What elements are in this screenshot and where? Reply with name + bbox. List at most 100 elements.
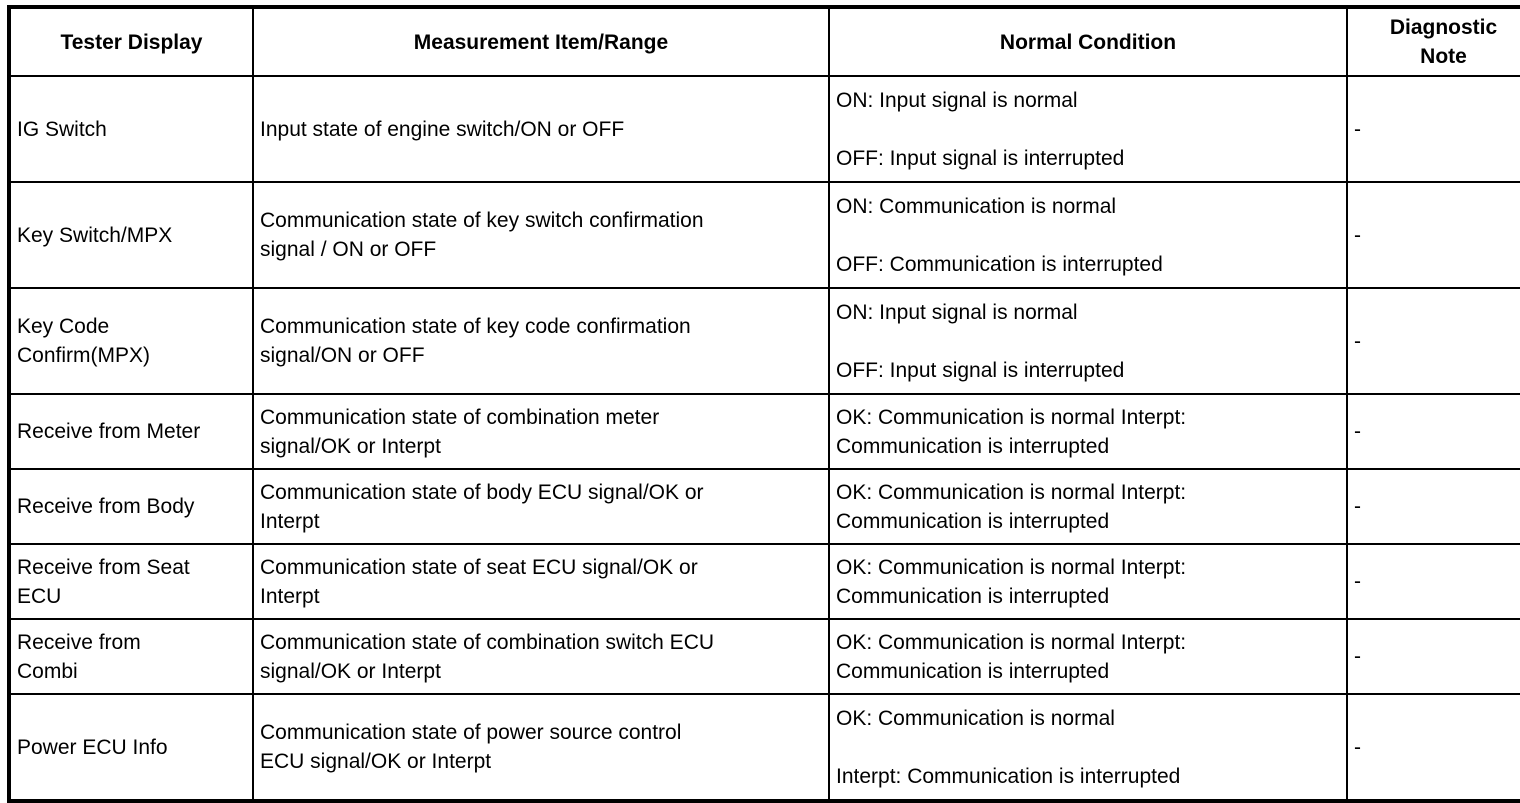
text-line bbox=[836, 733, 1340, 762]
text-line: - bbox=[1354, 420, 1361, 443]
text-line: Communication state of combination meter bbox=[260, 405, 660, 429]
text-line bbox=[836, 221, 1340, 250]
cell-normal-condition: OK: Communication is normal Interpt: Comm… bbox=[828, 393, 1348, 470]
text-line: OK: Communication is normal Interpt: bbox=[836, 630, 1187, 654]
text-line: Receive from bbox=[17, 630, 141, 654]
text-line: Receive from Seat bbox=[17, 555, 190, 579]
table-row: Receive from Combi Communication state of … bbox=[8, 618, 1520, 695]
text-line: Key Code bbox=[17, 315, 110, 338]
text-line: Combi bbox=[17, 659, 78, 683]
text-line: OFF: Input signal is interrupted bbox=[836, 146, 1125, 170]
text-line: IG Switch bbox=[17, 117, 107, 141]
text-line: Receive from Body bbox=[17, 495, 195, 518]
table-row: Power ECU Info Communication state of pow… bbox=[8, 693, 1520, 802]
cell-tester-display: Receive from Body bbox=[8, 468, 254, 545]
table-row: Key Code Confirm(MPX) Communication state … bbox=[8, 287, 1520, 395]
text-line: Communication state of seat ECU signal/O… bbox=[260, 555, 698, 579]
text-line bbox=[836, 327, 1340, 356]
text-line: Key Switch/MPX bbox=[17, 223, 173, 247]
table-header: Tester Display Measurement Item/Range No… bbox=[8, 6, 1520, 77]
cell-tester-display: Key Code Confirm(MPX) bbox=[8, 287, 254, 395]
column-header-label: Tester Display bbox=[60, 30, 203, 54]
column-header-label: Diagnostic Note bbox=[1389, 16, 1498, 68]
text-line: ECU signal/OK or Interpt bbox=[260, 750, 492, 773]
column-header-label: Normal Condition bbox=[999, 30, 1177, 54]
text-line: - bbox=[1354, 117, 1361, 141]
diagnostic-data-table: Tester Display Measurement Item/Range No… bbox=[7, 5, 1520, 803]
cell-measurement-item-range: Communication state of seat ECU signal/O… bbox=[252, 543, 830, 620]
text-line: Communication state of power source cont… bbox=[260, 721, 682, 744]
cell-diagnostic-note: - bbox=[1346, 468, 1520, 545]
text-line: Communication state of combination switc… bbox=[260, 630, 715, 654]
text-line: Interpt bbox=[260, 509, 320, 533]
cell-normal-condition: OK: Communication is normal Interpt: Com… bbox=[828, 693, 1348, 802]
text-line: ON: Communication is normal bbox=[836, 194, 1117, 218]
cell-tester-display: Receive from Seat ECU bbox=[8, 543, 254, 620]
page: Tester Display Measurement Item/Range No… bbox=[7, 5, 1520, 803]
table-row: Receive from Body Communication state of … bbox=[8, 468, 1520, 545]
table-row: Receive from Seat ECU Communication state … bbox=[8, 543, 1520, 620]
text-line: Communication is interrupted bbox=[836, 584, 1110, 608]
cell-normal-condition: ON: Input signal is normal OFF: Input si… bbox=[828, 75, 1348, 183]
text-line: signal/OK or Interpt bbox=[260, 434, 441, 458]
cell-tester-display: Receive from Combi bbox=[8, 618, 254, 695]
text-line: signal/ON or OFF bbox=[260, 344, 425, 367]
cell-measurement-item-range: Communication state of body ECU signal/O… bbox=[252, 468, 830, 545]
cell-measurement-item-range: Communication state of combination meter… bbox=[252, 393, 830, 470]
text-line: - bbox=[1354, 329, 1361, 353]
text-line: OK: Communication is normal bbox=[836, 706, 1115, 730]
text-line: - bbox=[1354, 495, 1361, 518]
text-line: OK: Communication is normal Interpt: bbox=[836, 405, 1187, 429]
text-line: - bbox=[1354, 223, 1361, 247]
column-header-diagnostic-note: Diagnostic Note bbox=[1346, 6, 1520, 77]
cell-measurement-item-range: Communication state of key switch confir… bbox=[252, 181, 830, 289]
text-line: ON: Input signal is normal bbox=[836, 88, 1078, 112]
text-line: Communication is interrupted bbox=[836, 659, 1110, 683]
text-line: Communication is interrupted bbox=[836, 509, 1110, 533]
column-header-normal-condition: Normal Condition bbox=[828, 6, 1348, 77]
cell-tester-display: Power ECU Info bbox=[8, 693, 254, 802]
text-line: Communication is interrupted bbox=[836, 434, 1110, 458]
text-line: ECU bbox=[17, 584, 62, 608]
text-line: OK: Communication is normal Interpt: bbox=[836, 555, 1187, 579]
cell-diagnostic-note: - bbox=[1346, 693, 1520, 802]
table-row: IG Switch Input state of engine switch/ON… bbox=[8, 75, 1520, 183]
text-line: OK: Communication is normal Interpt: bbox=[836, 480, 1187, 504]
table-row: Receive from Meter Communication state of… bbox=[8, 393, 1520, 470]
column-header-label: Measurement Item/Range bbox=[413, 30, 669, 54]
text-line: Input state of engine switch/ON or OFF bbox=[260, 117, 625, 141]
text-line: signal/OK or Interpt bbox=[260, 659, 441, 683]
cell-tester-display: Receive from Meter bbox=[8, 393, 254, 470]
text-line: signal / ON or OFF bbox=[260, 238, 437, 261]
text-line: ON: Input signal is normal bbox=[836, 300, 1078, 324]
column-header-tester-display: Tester Display bbox=[8, 6, 254, 77]
text-line: Communication state of key code confirma… bbox=[260, 315, 691, 338]
header-row: Tester Display Measurement Item/Range No… bbox=[8, 6, 1520, 77]
cell-diagnostic-note: - bbox=[1346, 181, 1520, 289]
text-line: - bbox=[1354, 645, 1361, 668]
text-line: Confirm(MPX) bbox=[17, 344, 151, 367]
cell-measurement-item-range: Communication state of power source cont… bbox=[252, 693, 830, 802]
text-line: - bbox=[1354, 570, 1361, 593]
text-line: OFF: Input signal is interrupted bbox=[836, 358, 1125, 382]
cell-normal-condition: OK: Communication is normal Interpt: Comm… bbox=[828, 543, 1348, 620]
table-row: Key Switch/MPX Communication state of key… bbox=[8, 181, 1520, 289]
text-line: Communication state of key switch confir… bbox=[260, 209, 704, 232]
column-header-measurement-item-range: Measurement Item/Range bbox=[252, 6, 830, 77]
cell-measurement-item-range: Input state of engine switch/ON or OFF bbox=[252, 75, 830, 183]
cell-measurement-item-range: Communication state of combination switc… bbox=[252, 618, 830, 695]
cell-normal-condition: OK: Communication is normal Interpt: Comm… bbox=[828, 468, 1348, 545]
cell-diagnostic-note: - bbox=[1346, 287, 1520, 395]
cell-diagnostic-note: - bbox=[1346, 393, 1520, 470]
text-line: Receive from Meter bbox=[17, 420, 201, 443]
text-line: Interpt: Communication is interrupted bbox=[836, 764, 1181, 788]
text-line: OFF: Communication is interrupted bbox=[836, 252, 1163, 276]
cell-diagnostic-note: - bbox=[1346, 75, 1520, 183]
text-line bbox=[836, 115, 1340, 144]
text-line: - bbox=[1354, 735, 1361, 759]
text-line: Communication state of body ECU signal/O… bbox=[260, 480, 704, 504]
cell-normal-condition: ON: Communication is normal OFF: Communi… bbox=[828, 181, 1348, 289]
cell-measurement-item-range: Communication state of key code confirma… bbox=[252, 287, 830, 395]
text-line: Power ECU Info bbox=[17, 735, 168, 759]
cell-diagnostic-note: - bbox=[1346, 543, 1520, 620]
